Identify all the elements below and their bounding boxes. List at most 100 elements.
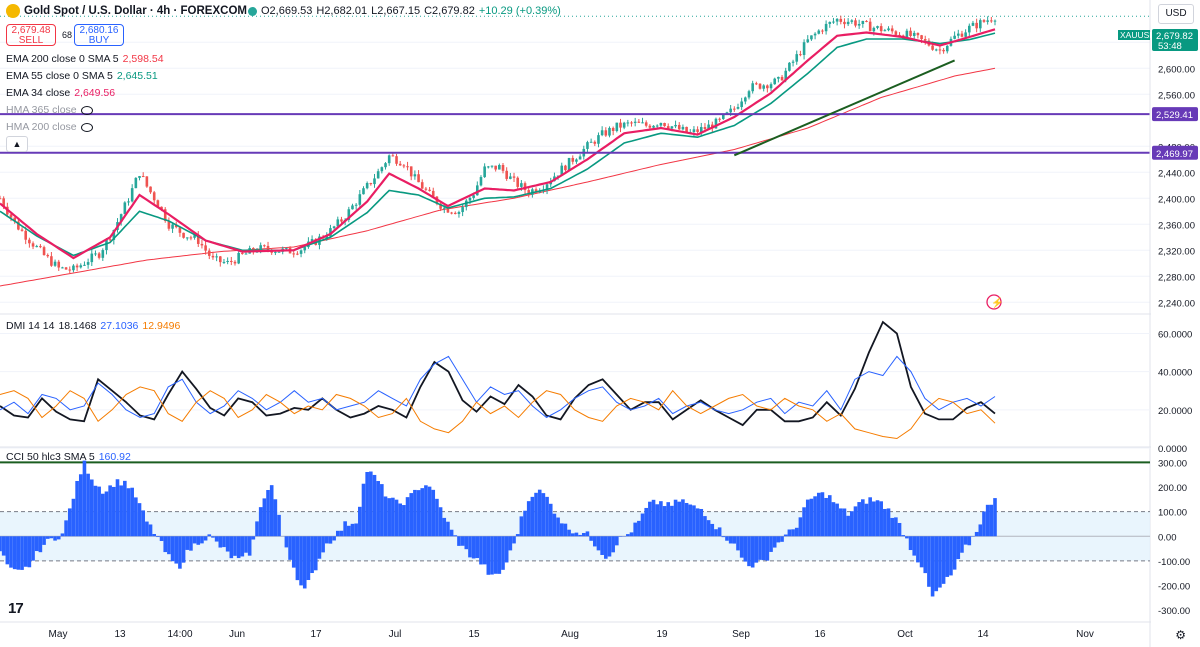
- legend-ema55-value: 2,645.51: [116, 70, 158, 82]
- candle-body: [483, 166, 486, 178]
- currency-selector[interactable]: USD: [1158, 4, 1194, 24]
- settings-gear-icon[interactable]: ⚙: [1175, 628, 1186, 642]
- cci-bar: [75, 480, 79, 537]
- legend-dmi[interactable]: DMI 14 14 18.1468 27.1036 12.9496: [6, 320, 180, 332]
- tradingview-logo[interactable]: 17: [8, 600, 24, 617]
- legend-ema200[interactable]: EMA 200 close 0 SMA 5 2,598.54: [6, 53, 164, 65]
- candle-body: [733, 108, 736, 110]
- candle-body: [490, 165, 494, 167]
- cci-bar: [684, 502, 689, 537]
- candle-body: [391, 155, 395, 157]
- legend-ema200-value: 2,598.54: [122, 53, 164, 65]
- cci-bar: [97, 486, 101, 537]
- cci-bar: [545, 496, 549, 537]
- candle-body: [83, 264, 86, 266]
- cci-bar: [178, 536, 182, 569]
- cci-bar: [225, 536, 230, 552]
- candle-body: [303, 247, 307, 251]
- legend-hma365[interactable]: HMA 365 close: [6, 104, 93, 116]
- candle-body: [523, 183, 527, 191]
- candle-body: [237, 252, 240, 264]
- cci-bar: [816, 492, 821, 537]
- sell-button[interactable]: 2,679.48 SELL: [6, 24, 56, 46]
- cci-bar: [504, 536, 509, 563]
- candle-body: [619, 122, 622, 128]
- cci-bar: [868, 497, 872, 537]
- hidden-eye-icon[interactable]: [80, 105, 93, 115]
- cci-bar: [350, 523, 355, 537]
- last-price-tag: [1152, 29, 1198, 51]
- dmi-tick-label: 60.0000: [1158, 329, 1192, 340]
- candle-body: [589, 141, 593, 143]
- candle-body: [909, 30, 912, 36]
- cci-bar: [53, 536, 57, 541]
- candle-body: [68, 269, 72, 271]
- cci-bar: [134, 497, 138, 537]
- cci-bar: [394, 499, 399, 537]
- horizontal-levels[interactable]: [0, 113, 1150, 154]
- candle-body: [703, 127, 707, 129]
- cci-bar: [457, 536, 461, 546]
- trend-line[interactable]: [733, 59, 956, 157]
- legend-ema34[interactable]: EMA 34 close 2,649.56: [6, 87, 115, 99]
- cci-bar: [409, 493, 414, 537]
- flash-icon-glyph: ⚡: [991, 296, 1003, 309]
- candle-body: [960, 33, 964, 37]
- candle-body: [718, 118, 721, 120]
- cci-bar: [486, 536, 491, 575]
- cci-pane: [0, 460, 1150, 597]
- time-axis[interactable]: May 13 14:00 Jun 17 Jul 15 Aug 19 Sep 16 Oct 14 Nov: [49, 629, 1094, 640]
- time-tick-label: 13: [114, 629, 126, 640]
- buy-button[interactable]: 2,680.16 BUY: [74, 24, 124, 46]
- cci-bar: [831, 502, 836, 537]
- cci-bar: [589, 536, 593, 541]
- time-tick-label: 16: [814, 629, 826, 640]
- candle-body: [828, 21, 832, 24]
- candle-body: [953, 35, 956, 39]
- collapse-legend-button[interactable]: ▲: [6, 136, 28, 152]
- price-axis[interactable]: 2,640.002,600.002,560.002,480.002,440.00…: [986, 0, 1200, 647]
- cci-bar: [596, 536, 601, 551]
- cci-bar: [787, 529, 792, 537]
- candle-body: [57, 261, 61, 268]
- candle-body: [31, 243, 35, 247]
- candle-body: [376, 171, 380, 179]
- symbol-title-text: Gold Spot / U.S. Dollar · 4h · FOREXCOM: [24, 5, 247, 17]
- candle-body: [578, 156, 582, 160]
- cci-bar: [570, 533, 575, 537]
- symbol-title[interactable]: Gold Spot / U.S. Dollar · 4h · FOREXCOM: [6, 4, 247, 18]
- cci-bar: [181, 536, 186, 563]
- legend-cci[interactable]: CCI 50 hlc3 SMA 5 160.92: [6, 451, 131, 463]
- cci-bar: [203, 536, 208, 541]
- cci-bar: [31, 536, 35, 561]
- last-price-text: 2,679.82: [1156, 31, 1193, 42]
- legend-ema55[interactable]: EMA 55 close 0 SMA 5 2,645.51: [6, 70, 158, 82]
- candle-body: [945, 45, 949, 52]
- cci-bar: [1, 536, 6, 556]
- cci-bar: [67, 508, 72, 537]
- hidden-eye-icon[interactable]: [80, 122, 93, 132]
- cci-bar: [471, 536, 476, 559]
- candle-body: [773, 78, 777, 85]
- cci-bar: [119, 485, 123, 537]
- cci-bar: [897, 522, 902, 537]
- candle-body: [600, 130, 604, 136]
- cci-bar: [512, 536, 516, 544]
- cci-bar: [717, 527, 722, 537]
- candle-body: [310, 239, 314, 242]
- cci-bar: [967, 536, 972, 546]
- legend-hma200[interactable]: HMA 200 close: [6, 121, 93, 133]
- cci-bar: [284, 536, 289, 548]
- candle-body: [53, 261, 57, 266]
- cci-bar: [405, 497, 410, 537]
- cci-bar: [247, 536, 252, 556]
- candle-body: [72, 265, 75, 271]
- cci-bar: [49, 536, 54, 539]
- cci-bar: [798, 517, 803, 537]
- cci-bar: [347, 525, 351, 537]
- candle-body: [626, 122, 630, 124]
- candle-body: [813, 33, 817, 36]
- cci-bar: [475, 536, 480, 559]
- candle-body: [975, 22, 978, 29]
- cci-bar: [813, 496, 817, 537]
